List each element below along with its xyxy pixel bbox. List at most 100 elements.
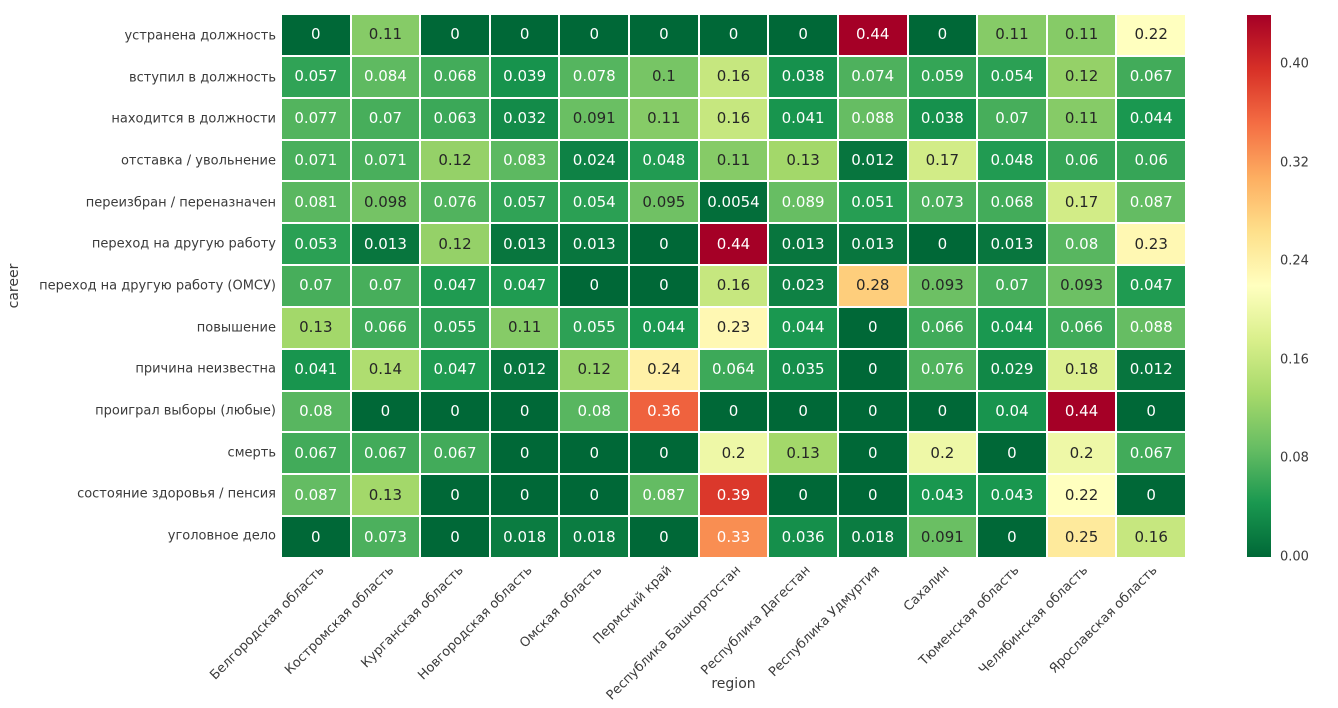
heatmap-cell: 0.23 bbox=[1117, 224, 1185, 265]
heatmap-cell: 0.073 bbox=[351, 517, 420, 557]
colorbar-tick-label: 0.16 bbox=[1280, 352, 1309, 368]
x-axis-title: region bbox=[711, 676, 756, 692]
heatmap-cell: 0.068 bbox=[421, 56, 489, 97]
heatmap-cell: 0 bbox=[838, 391, 907, 432]
heatmap-cell: 0.07 bbox=[351, 98, 420, 139]
heatmap-cell: 0.095 bbox=[630, 182, 698, 223]
heatmap-cell: 0.051 bbox=[838, 182, 907, 223]
heatmap-cell: 0.057 bbox=[282, 56, 350, 97]
heatmap-cell: 0.33 bbox=[699, 517, 768, 557]
y-tick-label: смерть bbox=[227, 445, 276, 461]
heatmap-cell: 0.067 bbox=[421, 433, 489, 474]
heatmap-cell: 0.07 bbox=[351, 266, 420, 306]
heatmap-cell: 0.091 bbox=[908, 517, 977, 557]
heatmap-cell: 0 bbox=[838, 475, 907, 516]
y-tick-label: состояние здоровья / пенсия bbox=[77, 486, 276, 502]
heatmap-cell: 0.048 bbox=[978, 140, 1046, 181]
heatmap-cell: 0.057 bbox=[490, 182, 559, 223]
y-tick-label: устранена должность bbox=[124, 28, 276, 44]
colorbar-tick-label: 0.24 bbox=[1280, 253, 1309, 269]
heatmap-cell: 0 bbox=[421, 15, 489, 55]
heatmap-cell: 0.098 bbox=[351, 182, 420, 223]
heatmap-cell: 0 bbox=[282, 517, 350, 557]
heatmap-cell: 0 bbox=[1117, 475, 1185, 516]
heatmap-cell: 0.048 bbox=[630, 140, 698, 181]
heatmap-cell: 0.22 bbox=[1047, 475, 1116, 516]
heatmap-cell: 0.053 bbox=[282, 224, 350, 265]
heatmap-cell: 0.054 bbox=[978, 56, 1046, 97]
heatmap-cell: 0.018 bbox=[490, 517, 559, 557]
heatmap-cell: 0.044 bbox=[978, 307, 1046, 348]
heatmap-cell: 0 bbox=[560, 433, 629, 474]
heatmap-cell: 0.064 bbox=[699, 349, 768, 390]
heatmap-cell: 0.066 bbox=[908, 307, 977, 348]
heatmap-cell: 0.029 bbox=[978, 349, 1046, 390]
heatmap-cell: 0 bbox=[838, 349, 907, 390]
heatmap-cell: 0.084 bbox=[351, 56, 420, 97]
heatmap-cell: 0.012 bbox=[1117, 349, 1185, 390]
heatmap-cell: 0.17 bbox=[908, 140, 977, 181]
heatmap-cell: 0.0054 bbox=[699, 182, 768, 223]
heatmap-cell: 0.04 bbox=[978, 391, 1046, 432]
heatmap-cell: 0.22 bbox=[1117, 15, 1185, 55]
heatmap-cell: 0.12 bbox=[560, 349, 629, 390]
heatmap-cell: 0.13 bbox=[769, 433, 837, 474]
y-tick-label: находится в должности bbox=[111, 111, 276, 127]
heatmap-cell: 0.047 bbox=[490, 266, 559, 306]
heatmap-cell: 0.076 bbox=[908, 349, 977, 390]
heatmap-cell: 0.013 bbox=[838, 224, 907, 265]
heatmap-cell: 0.081 bbox=[282, 182, 350, 223]
heatmap-cell: 0 bbox=[908, 15, 977, 55]
x-tick-label: Белгородская область bbox=[207, 563, 328, 684]
heatmap-cell: 0.093 bbox=[908, 266, 977, 306]
heatmap-cell: 0 bbox=[630, 15, 698, 55]
heatmap-cell: 0.087 bbox=[1117, 182, 1185, 223]
heatmap-cell: 0.089 bbox=[769, 182, 837, 223]
heatmap-cell: 0.11 bbox=[351, 15, 420, 55]
y-tick-label: переизбран / переназначен bbox=[85, 195, 276, 211]
heatmap-cell: 0.055 bbox=[421, 307, 489, 348]
heatmap-cell: 0 bbox=[560, 475, 629, 516]
heatmap-cell: 0 bbox=[490, 433, 559, 474]
colorbar-tick-label: 0.40 bbox=[1280, 56, 1309, 72]
heatmap-cell: 0.067 bbox=[1117, 56, 1185, 97]
y-tick-label: вступил в должность bbox=[128, 70, 276, 86]
heatmap-cell: 0.066 bbox=[351, 307, 420, 348]
heatmap-cell: 0 bbox=[421, 391, 489, 432]
heatmap-cell: 0.055 bbox=[560, 307, 629, 348]
heatmap-cell: 0.044 bbox=[630, 307, 698, 348]
heatmap-cell: 0.083 bbox=[490, 140, 559, 181]
heatmap-cell: 0.013 bbox=[351, 224, 420, 265]
heatmap-cell: 0.013 bbox=[490, 224, 559, 265]
heatmap-cell: 0.13 bbox=[769, 140, 837, 181]
heatmap-cell: 0 bbox=[1117, 391, 1185, 432]
heatmap-cell: 0.043 bbox=[908, 475, 977, 516]
y-tick-label: переход на другую работу bbox=[91, 236, 276, 252]
heatmap-grid: 0 0.11 0 0 0 0 0 0 0.44 0 0.11 0.11 0.22 0.057 0.084 0.… bbox=[282, 15, 1185, 557]
heatmap-cell: 0.088 bbox=[1117, 307, 1185, 348]
heatmap-cell: 0.16 bbox=[1117, 517, 1185, 557]
heatmap-cell: 0.25 bbox=[1047, 517, 1116, 557]
heatmap-cell: 0.024 bbox=[560, 140, 629, 181]
heatmap-cell: 0.18 bbox=[1047, 349, 1116, 390]
heatmap-cell: 0.44 bbox=[1047, 391, 1116, 432]
heatmap-cell: 0.077 bbox=[282, 98, 350, 139]
colorbar-tick-label: 0.00 bbox=[1280, 549, 1309, 565]
heatmap-cell: 0.063 bbox=[421, 98, 489, 139]
heatmap-cell: 0.16 bbox=[699, 56, 768, 97]
heatmap-cell: 0 bbox=[978, 433, 1046, 474]
heatmap-cell: 0 bbox=[630, 266, 698, 306]
heatmap-cell: 0.071 bbox=[351, 140, 420, 181]
heatmap-cell: 0.093 bbox=[1047, 266, 1116, 306]
heatmap-cell: 0.043 bbox=[978, 475, 1046, 516]
heatmap-cell: 0.013 bbox=[560, 224, 629, 265]
heatmap-cell: 0 bbox=[769, 475, 837, 516]
heatmap-cell: 0.013 bbox=[978, 224, 1046, 265]
heatmap-cell: 0.16 bbox=[699, 98, 768, 139]
heatmap-cell: 0 bbox=[699, 391, 768, 432]
heatmap-cell: 0.044 bbox=[1117, 98, 1185, 139]
heatmap-cell: 0.018 bbox=[560, 517, 629, 557]
heatmap-cell: 0.28 bbox=[838, 266, 907, 306]
heatmap-cell: 0 bbox=[282, 15, 350, 55]
heatmap-cell: 0.11 bbox=[1047, 98, 1116, 139]
